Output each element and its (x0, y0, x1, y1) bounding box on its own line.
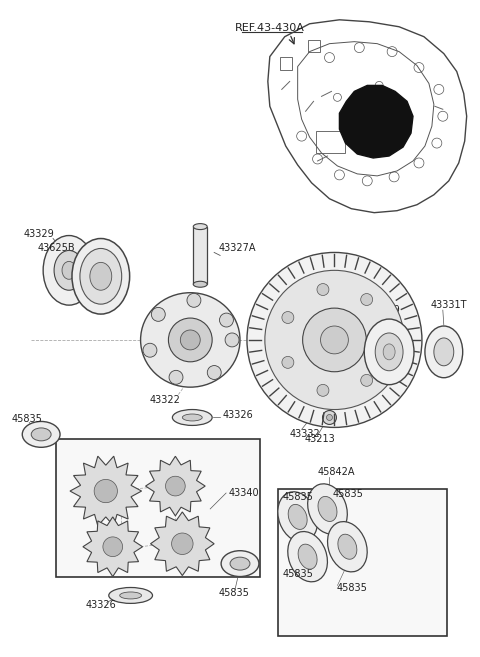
Circle shape (323, 411, 336, 424)
Ellipse shape (172, 409, 212, 426)
Ellipse shape (318, 497, 337, 522)
Ellipse shape (54, 250, 84, 290)
Circle shape (103, 537, 122, 556)
Circle shape (380, 334, 392, 346)
Text: 43326: 43326 (86, 600, 117, 610)
Ellipse shape (120, 592, 142, 599)
Ellipse shape (72, 238, 130, 314)
Text: 45835: 45835 (283, 492, 313, 502)
Circle shape (302, 308, 366, 372)
Circle shape (247, 252, 422, 428)
Text: 45835: 45835 (218, 589, 249, 599)
Text: 45835: 45835 (283, 568, 313, 579)
Circle shape (317, 284, 329, 296)
Ellipse shape (230, 557, 250, 570)
Ellipse shape (383, 344, 395, 360)
Text: 45835: 45835 (336, 583, 367, 593)
Circle shape (326, 415, 333, 420)
Text: REF.43-430A: REF.43-430A (235, 23, 305, 33)
Circle shape (94, 480, 118, 503)
Text: 45842A: 45842A (318, 467, 355, 477)
Circle shape (166, 476, 185, 496)
Circle shape (360, 294, 372, 306)
Ellipse shape (434, 338, 454, 366)
Ellipse shape (298, 544, 317, 569)
Text: 45835: 45835 (333, 489, 363, 499)
Ellipse shape (43, 236, 95, 305)
Ellipse shape (182, 414, 202, 421)
Text: 43327A: 43327A (218, 244, 256, 254)
Ellipse shape (278, 492, 317, 542)
Circle shape (219, 313, 233, 327)
Circle shape (180, 330, 200, 350)
Circle shape (168, 318, 212, 362)
Circle shape (282, 356, 294, 369)
Ellipse shape (308, 484, 348, 534)
Bar (56, 440, 260, 577)
Ellipse shape (62, 261, 76, 279)
Circle shape (187, 294, 201, 307)
Bar (278, 489, 447, 636)
Circle shape (171, 533, 193, 555)
Polygon shape (70, 456, 142, 526)
Ellipse shape (141, 293, 240, 387)
Circle shape (225, 333, 239, 347)
Text: 43322: 43322 (150, 395, 181, 405)
Circle shape (143, 343, 157, 357)
Circle shape (360, 374, 372, 386)
Ellipse shape (338, 534, 357, 559)
Text: 43332: 43332 (290, 430, 321, 440)
Text: 43331T: 43331T (431, 300, 468, 310)
Text: 43328: 43328 (270, 323, 300, 333)
Ellipse shape (22, 421, 60, 447)
Bar (193, 227, 207, 284)
Ellipse shape (90, 262, 112, 290)
Ellipse shape (109, 587, 153, 603)
Circle shape (317, 384, 329, 396)
Ellipse shape (221, 551, 259, 577)
Circle shape (265, 270, 404, 409)
Bar (315, 131, 346, 153)
Text: 43213: 43213 (305, 434, 336, 444)
Text: 45835: 45835 (12, 415, 42, 424)
Circle shape (207, 365, 221, 380)
Circle shape (321, 326, 348, 354)
Polygon shape (145, 456, 205, 516)
Text: 43329: 43329 (369, 305, 400, 315)
Ellipse shape (80, 248, 122, 304)
Ellipse shape (364, 319, 414, 384)
Polygon shape (151, 512, 214, 576)
Text: 43625B: 43625B (37, 244, 75, 254)
Ellipse shape (375, 333, 403, 371)
Text: 43340: 43340 (228, 488, 259, 498)
Polygon shape (83, 517, 143, 577)
Text: 43329: 43329 (23, 229, 54, 238)
Ellipse shape (288, 505, 307, 530)
Ellipse shape (31, 428, 51, 441)
Polygon shape (339, 85, 413, 158)
Circle shape (169, 371, 183, 384)
Ellipse shape (288, 532, 327, 582)
Ellipse shape (327, 522, 367, 572)
Ellipse shape (193, 223, 207, 229)
Text: 43326: 43326 (222, 411, 253, 420)
Circle shape (151, 307, 165, 321)
Circle shape (282, 311, 294, 323)
Ellipse shape (193, 281, 207, 287)
Ellipse shape (425, 326, 463, 378)
